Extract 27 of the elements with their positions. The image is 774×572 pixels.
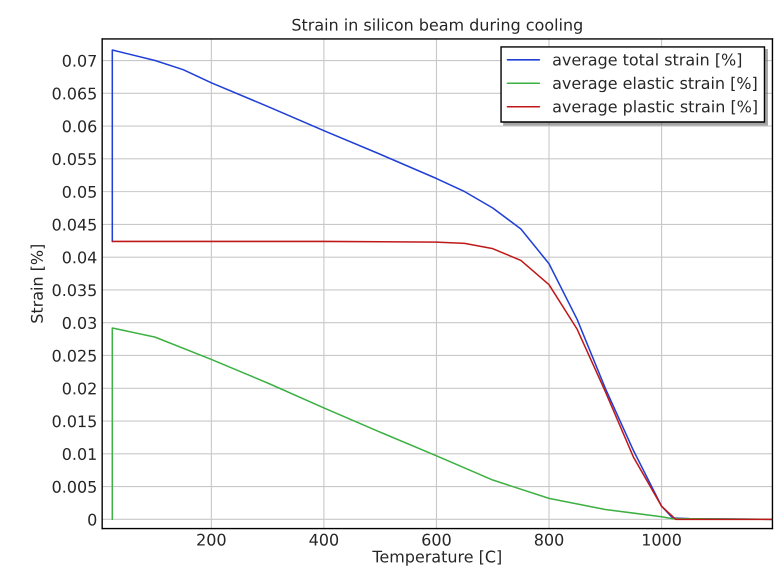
y-tick-label: 0.05 xyxy=(62,186,96,198)
y-tick-label: 0.06 xyxy=(62,120,96,132)
y-tick-label: 0.03 xyxy=(62,316,96,330)
y-tick-label: 0.07 xyxy=(62,54,96,67)
y-tick-label: 0.02 xyxy=(62,382,96,395)
y-tick-label: 0.01 xyxy=(62,448,96,460)
y-axis-title: Strain [%] xyxy=(30,245,45,323)
x-tick-label: 200 xyxy=(197,534,226,546)
y-tick-label: 0.04 xyxy=(62,251,96,264)
y-tick-label: 0.065 xyxy=(52,88,96,100)
x-axis-title: Temperature [C] xyxy=(372,550,501,566)
x-tick-label: 800 xyxy=(534,534,564,546)
y-tick-label: 0 xyxy=(88,514,96,526)
y-tick-label: 0.005 xyxy=(52,480,96,493)
y-tick-label: 0.035 xyxy=(52,284,96,296)
x-tick-label: 600 xyxy=(422,534,451,546)
legend-label: average total strain [%] xyxy=(553,53,742,69)
legend-label: average elastic strain [%] xyxy=(553,76,756,92)
y-tick-label: 0.045 xyxy=(52,218,96,231)
x-tick-label: 1000 xyxy=(643,534,681,546)
y-tick-label: 0.025 xyxy=(52,350,96,362)
x-tick-label: 400 xyxy=(309,534,338,546)
legend-label: average plastic strain [%] xyxy=(553,100,757,116)
line-series xyxy=(112,240,772,520)
y-tick-label: 0.055 xyxy=(52,153,96,166)
y-tick-label: 0.015 xyxy=(52,415,96,428)
chart-title: Strain in silicon beam during cooling xyxy=(292,18,582,34)
